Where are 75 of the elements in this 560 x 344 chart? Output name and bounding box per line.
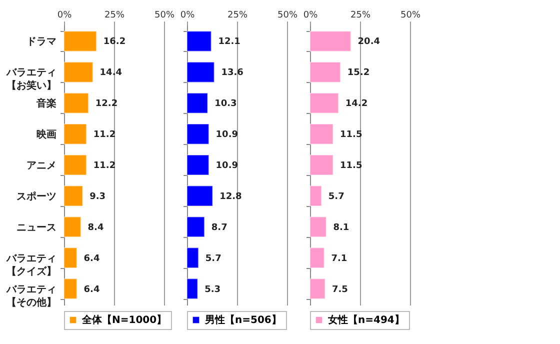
x-tick-label: 50% [154, 10, 175, 20]
data-label: 6.4 [84, 254, 100, 264]
bar [64, 247, 78, 268]
legend-label: 男性【n=506】 [204, 314, 282, 326]
data-label: 14.4 [100, 68, 122, 78]
y-tick-label: 音楽 [36, 98, 56, 110]
y-tick-label: ニュース [16, 222, 56, 234]
bar [310, 62, 341, 83]
data-label: 11.2 [93, 161, 116, 171]
data-label: 11.5 [340, 130, 362, 140]
data-label: 10.9 [216, 161, 238, 171]
data-label: 10.9 [216, 130, 238, 140]
data-label: 5.7 [328, 192, 344, 202]
bar [64, 124, 87, 145]
data-label: 12.1 [218, 37, 240, 48]
bar [186, 154, 210, 176]
bar [186, 30, 212, 52]
bar [64, 278, 78, 300]
data-label: 5.3 [204, 284, 221, 295]
data-label: 12.8 [220, 192, 242, 202]
bar [310, 92, 339, 114]
x-tick-label: 0% [303, 10, 318, 20]
data-label: 14.2 [345, 99, 368, 110]
x-tick-label: 50% [277, 10, 298, 20]
bar [310, 278, 326, 300]
y-tick-label: 映画 [36, 128, 56, 141]
bar [186, 247, 199, 268]
data-label: 9.3 [90, 192, 106, 202]
y-tick-label: ドラマ [26, 36, 56, 48]
bar [64, 216, 82, 238]
data-label: 8.1 [333, 222, 350, 233]
data-label: 13.6 [221, 68, 244, 78]
x-tick-label: 0% [57, 10, 72, 20]
y-tick-label: スポーツ [16, 191, 56, 202]
bar [310, 247, 325, 268]
data-label: 7.1 [331, 254, 348, 264]
bar [186, 92, 208, 114]
bar [64, 185, 84, 206]
bar [310, 154, 334, 176]
bar [310, 30, 352, 52]
bar [310, 185, 322, 206]
data-label: 8.4 [88, 222, 104, 233]
bar [186, 185, 214, 206]
bar [64, 154, 87, 176]
bar [186, 216, 205, 238]
data-label: 12.2 [95, 99, 118, 110]
data-label: 5.7 [205, 254, 222, 264]
data-label: 11.2 [93, 130, 116, 140]
bar [64, 30, 97, 52]
legend-label: 女性【n=494】 [327, 314, 404, 326]
x-tick-label: 0% [180, 10, 196, 20]
data-label: 6.4 [84, 284, 100, 295]
data-label: 20.4 [358, 37, 380, 48]
x-tick-label: 25% [227, 10, 248, 20]
y-tick-label: バラエティ【その他】 [6, 284, 56, 308]
x-tick-label: 25% [104, 10, 125, 20]
bar [64, 62, 94, 83]
bar [186, 124, 210, 145]
bar [64, 92, 89, 114]
data-label: 7.5 [332, 284, 348, 295]
data-label: 10.3 [214, 99, 237, 110]
x-tick-label: 25% [350, 10, 371, 20]
data-label: 16.2 [103, 37, 126, 48]
data-label: 15.2 [347, 68, 370, 78]
y-tick-label: アニメ [26, 160, 56, 172]
bar [310, 124, 334, 145]
y-tick-label: バラエティ【お笑い】 [6, 68, 56, 92]
bar [186, 62, 215, 83]
bar [186, 278, 198, 300]
x-tick-label: 50% [400, 10, 421, 20]
data-label: 11.5 [340, 161, 362, 171]
data-label: 8.7 [211, 222, 228, 233]
legend-label: 全体【N=1000】 [81, 314, 167, 326]
bar [310, 216, 327, 238]
y-tick-label: バラエティ【クイズ】 [6, 253, 56, 278]
